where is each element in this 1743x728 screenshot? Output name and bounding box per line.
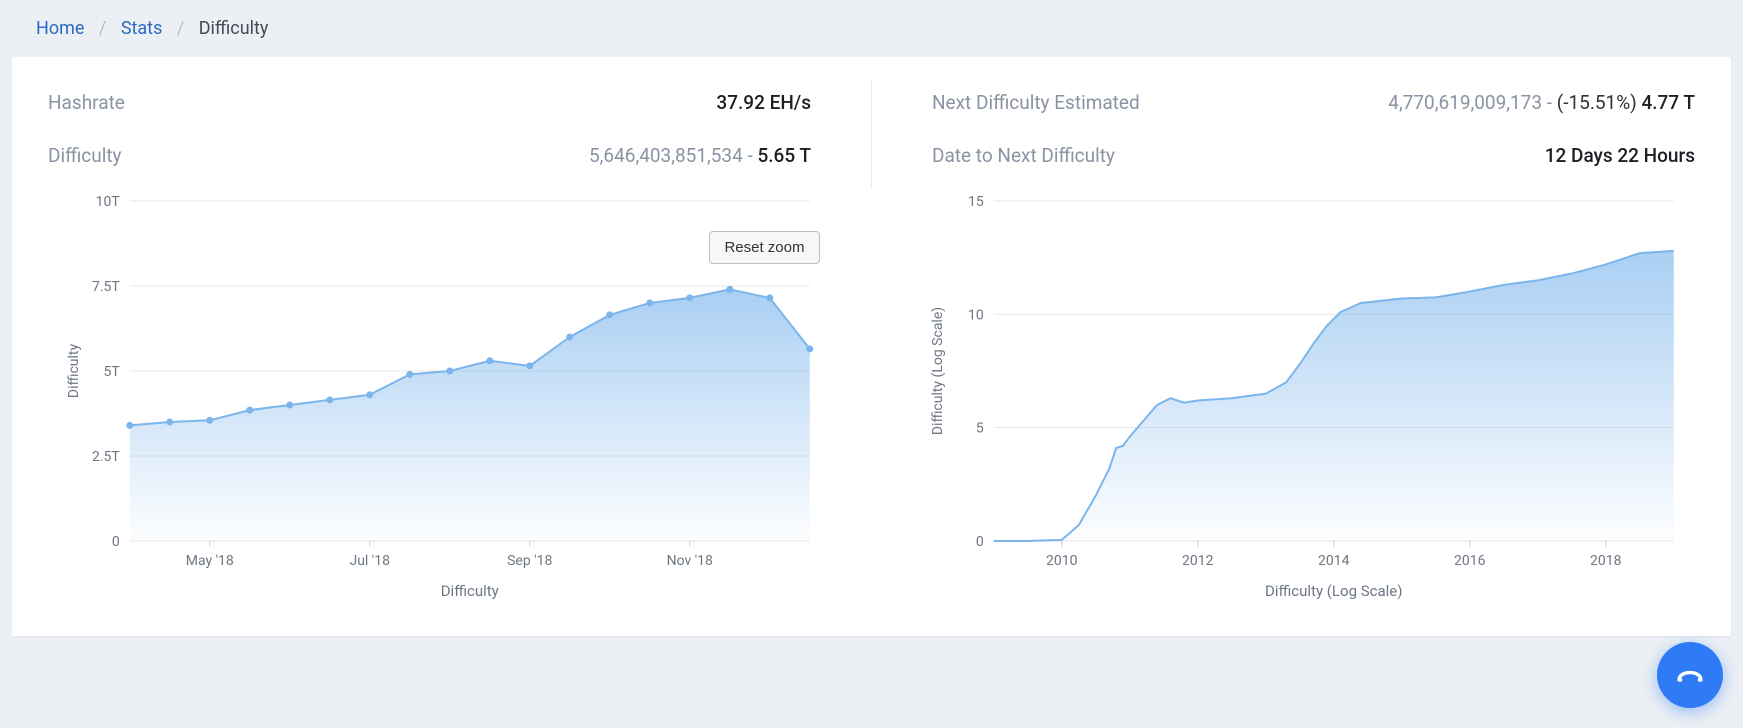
svg-text:10T: 10T	[96, 195, 121, 210]
stats-row: Hashrate 37.92 EH/s Difficulty 5,646,403…	[48, 81, 1695, 187]
stat-label: Difficulty	[48, 144, 122, 167]
breadcrumb-sep: /	[177, 18, 184, 39]
svg-text:5T: 5T	[104, 364, 121, 380]
stats-col-right: Next Difficulty Estimated 4,770,619,009,…	[872, 81, 1695, 187]
svg-text:7.5T: 7.5T	[92, 279, 120, 295]
svg-text:0: 0	[112, 534, 120, 550]
svg-text:2016: 2016	[1454, 553, 1486, 569]
svg-text:2010: 2010	[1046, 553, 1078, 569]
svg-text:Jul '18: Jul '18	[349, 553, 390, 569]
stat-next-difficulty: Next Difficulty Estimated 4,770,619,009,…	[932, 81, 1695, 134]
chat-bubble-button[interactable]	[1657, 642, 1723, 708]
stat-value: 4,770,619,009,173 - (-15.51%) 4.77 T	[1388, 91, 1695, 114]
chart-left-wrap: Reset zoom 0 2.5T 5T 7.5T 10T May '18 Jul '18 S…	[48, 195, 832, 606]
svg-text:15: 15	[968, 195, 984, 210]
svg-text:Nov '18: Nov '18	[667, 553, 713, 569]
svg-text:2014: 2014	[1318, 553, 1350, 569]
breadcrumb-current: Difficulty	[199, 18, 269, 39]
stat-difficulty: Difficulty 5,646,403,851,534 - 5.65 T	[48, 134, 811, 187]
charts-row: Reset zoom 0 2.5T 5T 7.5T 10T May '18 Jul '18 S…	[48, 195, 1695, 606]
breadcrumb-stats[interactable]: Stats	[121, 18, 163, 39]
svg-text:2012: 2012	[1182, 553, 1214, 569]
stats-col-left: Hashrate 37.92 EH/s Difficulty 5,646,403…	[48, 81, 871, 187]
svg-text:2.5T: 2.5T	[92, 449, 120, 465]
breadcrumb-sep: /	[99, 18, 106, 39]
svg-text:Difficulty (Log Scale): Difficulty (Log Scale)	[929, 307, 945, 435]
stat-hashrate: Hashrate 37.92 EH/s	[48, 81, 811, 134]
svg-text:Sep '18: Sep '18	[507, 553, 552, 569]
breadcrumb: Home / Stats / Difficulty	[0, 0, 1743, 57]
stat-value: 5,646,403,851,534 - 5.65 T	[589, 144, 811, 167]
svg-text:Difficulty: Difficulty	[441, 582, 499, 600]
svg-text:0: 0	[975, 534, 983, 550]
svg-text:10: 10	[968, 307, 984, 323]
chart-right-wrap: 0 5 10 15 2010 2012 2014 2016 2018 Difficulty (Lo…	[912, 195, 1696, 606]
svg-text:Difficulty: Difficulty	[66, 344, 82, 399]
chat-icon	[1673, 658, 1707, 692]
reset-zoom-button[interactable]: Reset zoom	[709, 231, 819, 264]
main-card: Hashrate 37.92 EH/s Difficulty 5,646,403…	[12, 57, 1731, 636]
stat-label: Date to Next Difficulty	[932, 144, 1115, 167]
stat-label: Next Difficulty Estimated	[932, 91, 1140, 114]
svg-text:5: 5	[975, 421, 983, 437]
svg-text:May '18: May '18	[186, 553, 234, 569]
chart-right[interactable]: 0 5 10 15 2010 2012 2014 2016 2018 Difficulty (Lo…	[912, 195, 1696, 606]
stat-value: 12 Days 22 Hours	[1545, 144, 1695, 167]
stat-date-next: Date to Next Difficulty 12 Days 22 Hours	[932, 134, 1695, 187]
breadcrumb-home[interactable]: Home	[36, 18, 84, 39]
stat-value: 37.92 EH/s	[716, 91, 811, 114]
svg-text:Difficulty (Log Scale): Difficulty (Log Scale)	[1265, 582, 1402, 600]
svg-text:2018: 2018	[1590, 553, 1622, 569]
stat-label: Hashrate	[48, 91, 125, 114]
